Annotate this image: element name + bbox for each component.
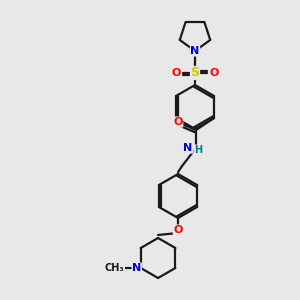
Text: O: O: [173, 225, 183, 235]
Text: N: N: [190, 46, 200, 56]
Text: N: N: [132, 263, 141, 273]
Text: O: O: [173, 117, 183, 127]
Text: S: S: [190, 67, 200, 80]
Text: N: N: [183, 143, 193, 153]
Text: O: O: [209, 68, 219, 78]
Text: O: O: [171, 68, 181, 78]
Text: H: H: [194, 145, 202, 155]
Text: CH₃: CH₃: [105, 263, 124, 273]
